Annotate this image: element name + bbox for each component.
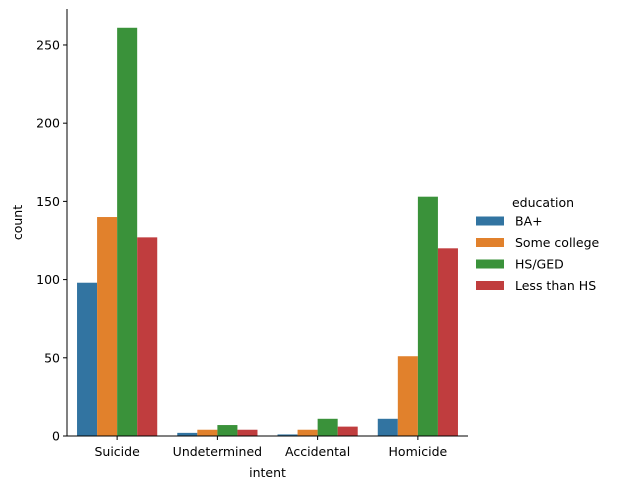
bar-suicide-some-college xyxy=(97,217,118,436)
axes-layer xyxy=(66,9,468,437)
legend-items: BA+ Some college HS/GED Less than HS xyxy=(476,214,600,293)
y-tick-label: 50 xyxy=(44,350,60,365)
y-axis-title: count xyxy=(10,205,25,240)
bar-homicide-less-than-hs xyxy=(437,248,458,436)
legend-swatch-ba xyxy=(476,216,504,226)
bar-accidental-some-college xyxy=(297,429,318,436)
y-tick-label: 150 xyxy=(36,194,60,209)
bar-suicide-less-than-hs xyxy=(137,237,158,436)
legend-label-some-college: Some college xyxy=(515,235,600,250)
y-tick-label: 200 xyxy=(36,116,60,131)
bar-accidental-ba xyxy=(277,434,298,436)
x-tick-label-accidental: Accidental xyxy=(285,444,350,459)
legend-swatch-some-college xyxy=(476,238,504,247)
bar-undetermined-less-than-hs xyxy=(237,429,258,436)
bar-accidental-hs-ged xyxy=(317,418,338,436)
bar-homicide-some-college xyxy=(397,356,418,436)
x-tick-label-undetermined: Undetermined xyxy=(173,444,262,459)
bar-undetermined-some-college xyxy=(197,429,218,436)
x-ticks: Suicide Undetermined Accidental Homicide xyxy=(94,436,448,459)
y-tick-label: 250 xyxy=(36,37,60,52)
legend-swatch-less-than-hs xyxy=(476,281,504,290)
x-axis-title: intent xyxy=(249,465,286,480)
y-tick-label: 0 xyxy=(52,429,60,444)
bar-undetermined-hs-ged xyxy=(217,425,238,436)
bar-homicide-ba xyxy=(377,418,398,436)
bars-layer xyxy=(77,27,458,437)
legend-label-ba: BA+ xyxy=(515,214,543,229)
legend: education BA+ Some college HS/GED Less than… xyxy=(476,195,600,293)
bar-homicide-hs-ged xyxy=(417,196,438,436)
bar-suicide-ba xyxy=(77,282,98,436)
y-ticks: 0 50 100 150 200 250 xyxy=(36,37,67,444)
legend-label-hs-ged: HS/GED xyxy=(515,257,564,272)
y-tick-label: 100 xyxy=(36,272,60,287)
legend-label-less-than-hs: Less than HS xyxy=(515,278,596,293)
x-tick-label-homicide: Homicide xyxy=(389,444,448,459)
legend-title: education xyxy=(512,195,574,210)
x-tick-label-suicide: Suicide xyxy=(94,444,140,459)
legend-swatch-hs-ged xyxy=(476,259,504,269)
bar-accidental-less-than-hs xyxy=(337,426,358,436)
bar-undetermined-ba xyxy=(177,432,198,436)
bar-suicide-hs-ged xyxy=(117,27,138,437)
